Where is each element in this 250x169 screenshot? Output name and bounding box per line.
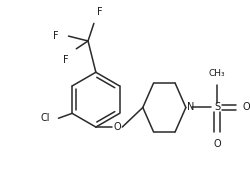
Text: S: S xyxy=(214,102,220,113)
Text: Cl: Cl xyxy=(40,113,50,123)
Text: O: O xyxy=(213,139,221,149)
Text: CH₃: CH₃ xyxy=(209,69,226,78)
Text: F: F xyxy=(63,55,68,65)
Text: N: N xyxy=(187,102,194,113)
Text: O: O xyxy=(242,102,250,113)
Text: F: F xyxy=(53,31,59,41)
Text: O: O xyxy=(114,122,121,132)
Text: F: F xyxy=(97,7,102,18)
